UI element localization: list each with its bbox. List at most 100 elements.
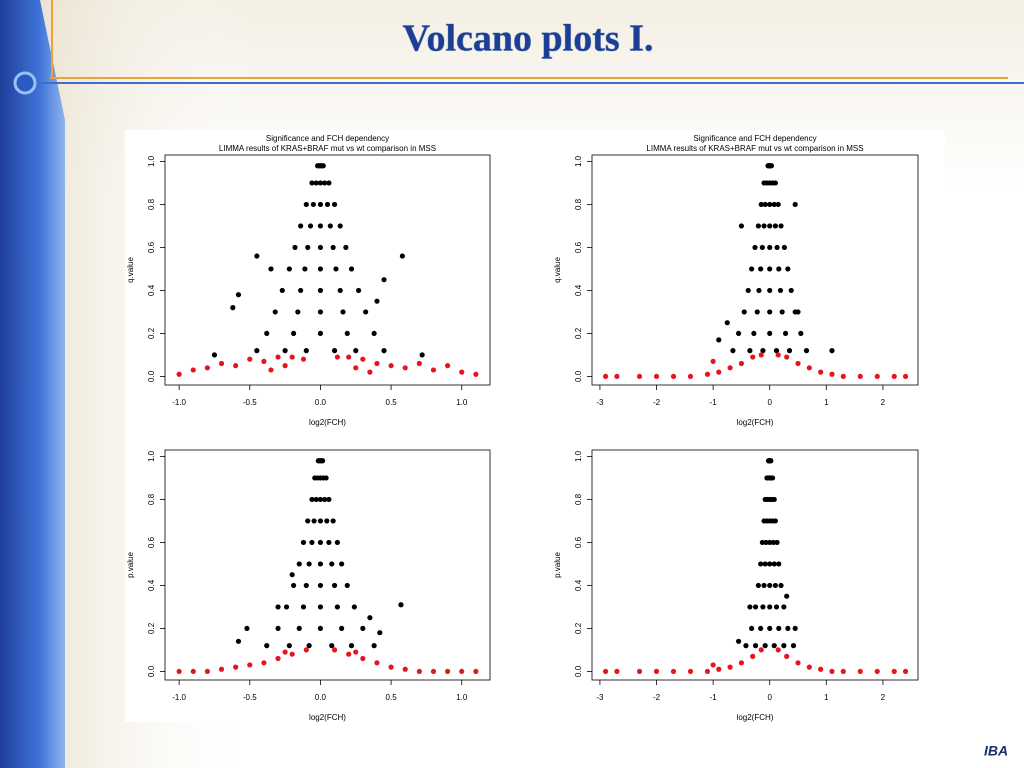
point <box>317 518 324 524</box>
x-tick-label: 0.5 <box>386 398 398 407</box>
point <box>769 475 776 481</box>
point <box>771 201 777 208</box>
point <box>758 561 764 567</box>
point <box>755 223 761 229</box>
point <box>762 643 768 649</box>
point <box>306 561 312 567</box>
point <box>752 244 758 251</box>
point <box>818 666 824 672</box>
point <box>614 373 620 380</box>
point <box>636 668 643 675</box>
point <box>755 582 761 589</box>
point <box>296 561 302 567</box>
point <box>371 330 377 337</box>
point <box>254 348 260 354</box>
point <box>317 287 324 294</box>
point <box>283 604 290 610</box>
point <box>735 330 742 337</box>
point <box>781 643 787 649</box>
point <box>758 266 764 272</box>
point <box>322 180 328 186</box>
y-axis-label: q.value <box>126 257 135 283</box>
point <box>247 356 253 362</box>
x-tick-label: 0.5 <box>386 693 398 702</box>
point <box>327 223 333 229</box>
point <box>355 287 362 294</box>
point <box>317 625 324 632</box>
point <box>751 330 757 337</box>
point <box>353 649 359 655</box>
point <box>741 309 747 315</box>
point <box>857 668 863 675</box>
point <box>275 655 281 662</box>
point <box>272 309 278 315</box>
point <box>747 604 753 610</box>
point <box>710 662 716 668</box>
y-tick-label: 0.2 <box>147 327 156 339</box>
y-tick-label: 0.6 <box>574 536 583 548</box>
point <box>752 604 759 610</box>
point <box>758 625 764 632</box>
point <box>767 330 773 337</box>
point <box>602 668 609 675</box>
x-tick-label: -1 <box>710 398 718 407</box>
point <box>317 496 324 503</box>
y-axis-label: p.value <box>553 552 562 578</box>
logo: IBA <box>984 743 1008 759</box>
point <box>803 348 810 354</box>
point <box>416 668 422 675</box>
y-tick-label: 1.0 <box>574 155 583 167</box>
x-tick-label: 2 <box>881 693 886 702</box>
point <box>730 348 736 354</box>
point <box>204 668 210 675</box>
point <box>891 373 897 380</box>
point <box>367 369 373 375</box>
y-tick-label: 0.4 <box>147 284 156 296</box>
point <box>778 582 784 589</box>
point <box>704 668 711 675</box>
point <box>268 367 274 373</box>
point <box>334 539 340 546</box>
x-axis-label: log2(FCH) <box>737 713 774 722</box>
point <box>776 266 782 272</box>
point <box>381 277 387 283</box>
point <box>399 253 405 259</box>
point <box>344 582 350 589</box>
point <box>317 539 324 546</box>
point <box>360 625 366 632</box>
plot-frame <box>591 449 919 681</box>
point <box>756 287 762 294</box>
point <box>768 163 775 169</box>
point <box>282 363 288 369</box>
point <box>331 647 338 653</box>
point <box>235 638 242 644</box>
point <box>303 201 309 208</box>
point <box>767 561 773 567</box>
point <box>344 330 350 337</box>
point <box>290 582 297 589</box>
point <box>430 367 437 373</box>
point <box>230 305 236 311</box>
point <box>307 223 314 229</box>
point <box>337 223 343 229</box>
point <box>891 668 897 675</box>
point <box>317 604 324 610</box>
plot-frame <box>164 154 491 386</box>
point <box>829 348 835 354</box>
point <box>614 668 620 675</box>
point <box>353 365 359 371</box>
point <box>767 223 773 229</box>
point <box>309 180 315 186</box>
point <box>762 561 768 567</box>
point <box>459 668 465 675</box>
point <box>670 373 677 380</box>
point <box>762 201 768 208</box>
point <box>716 369 722 375</box>
point <box>326 496 332 503</box>
point <box>716 337 722 343</box>
point <box>771 561 777 567</box>
chart-subtitle: LIMMA results of KRAS+BRAF mut vs wt com… <box>219 144 436 153</box>
point <box>430 668 437 675</box>
point <box>874 373 880 380</box>
point <box>792 625 798 632</box>
